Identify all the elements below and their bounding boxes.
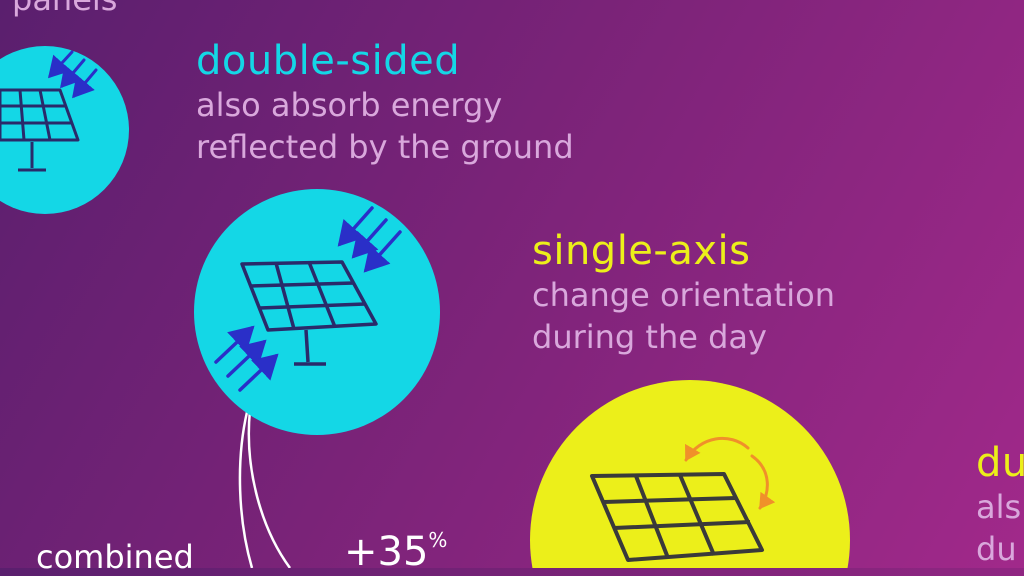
top-partial-label: panels	[12, 0, 117, 20]
single-axis-title: single-axis	[532, 228, 751, 274]
panel-circle-top-left	[0, 46, 129, 214]
sun-rays-arrows-icon	[337, 206, 402, 273]
reflected-rays-arrows-icon	[214, 325, 279, 392]
panel-circle-single-axis	[530, 380, 850, 568]
sun-rays-arrows-icon	[47, 50, 98, 99]
combined-value: +35%	[344, 528, 447, 575]
combined-label: combined	[36, 538, 194, 576]
solar-panel-icon	[240, 260, 378, 366]
combined-value-unit: %	[428, 528, 448, 552]
connector-lines	[238, 409, 292, 568]
dual-axis-title-partial: du	[976, 440, 1024, 486]
single-axis-desc-line1: change orientation	[532, 276, 835, 314]
combined-value-number: +35	[344, 529, 429, 575]
single-axis-desc-line2: during the day	[532, 318, 767, 356]
solar-panel-icon	[590, 472, 764, 562]
double-sided-desc-line1: also absorb energy	[196, 86, 503, 124]
solar-panel-icon	[0, 88, 80, 172]
dual-axis-desc-line2-partial: du	[976, 530, 1017, 568]
dual-axis-desc-line1-partial: als	[976, 488, 1022, 526]
panel-circle-double-sided	[194, 189, 440, 435]
rotation-arrows-icon	[684, 436, 776, 510]
double-sided-desc-line2: reflected by the ground	[196, 128, 574, 166]
double-sided-title: double-sided	[196, 38, 461, 84]
